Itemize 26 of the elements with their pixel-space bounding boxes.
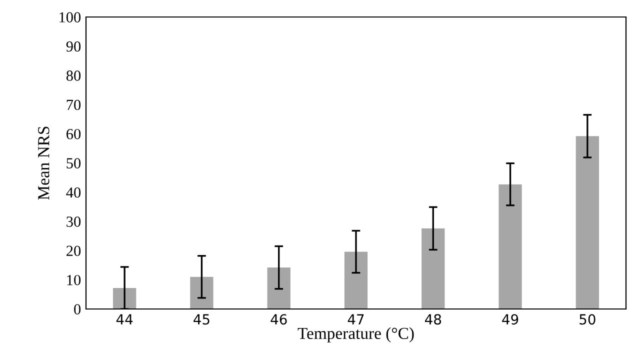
y-tick-label: 100: [60, 12, 81, 22]
y-tick-label: 50: [66, 158, 81, 168]
y-tick-label: 10: [67, 274, 81, 286]
y-axis-title: Mean NRS: [38, 126, 50, 200]
x-tick-label: 50: [580, 314, 596, 325]
x-tick-label: 48: [424, 314, 442, 325]
y-tick-label: 40: [66, 187, 81, 198]
bar: [190, 276, 214, 309]
bar: [267, 268, 290, 309]
bar: [422, 228, 445, 309]
bar: [498, 184, 522, 309]
bar: [344, 252, 368, 309]
x-tick-label: 45: [194, 314, 210, 325]
x-tick-label: 49: [502, 314, 518, 325]
y-tick-label: 0: [74, 304, 81, 314]
x-tick-label: 44: [116, 314, 133, 324]
y-tick-label: 80: [66, 70, 81, 81]
x-axis-title: Temperature (°C): [298, 327, 414, 342]
y-tick-label: 90: [66, 41, 81, 52]
y-tick-label: 20: [66, 246, 81, 256]
x-tick-label: 46: [270, 314, 287, 325]
bar: [576, 136, 599, 309]
y-tick-label: 30: [66, 216, 81, 227]
x-tick-label: 47: [348, 314, 364, 324]
y-tick-label: 70: [66, 100, 81, 110]
y-tick-label: 60: [66, 128, 81, 140]
